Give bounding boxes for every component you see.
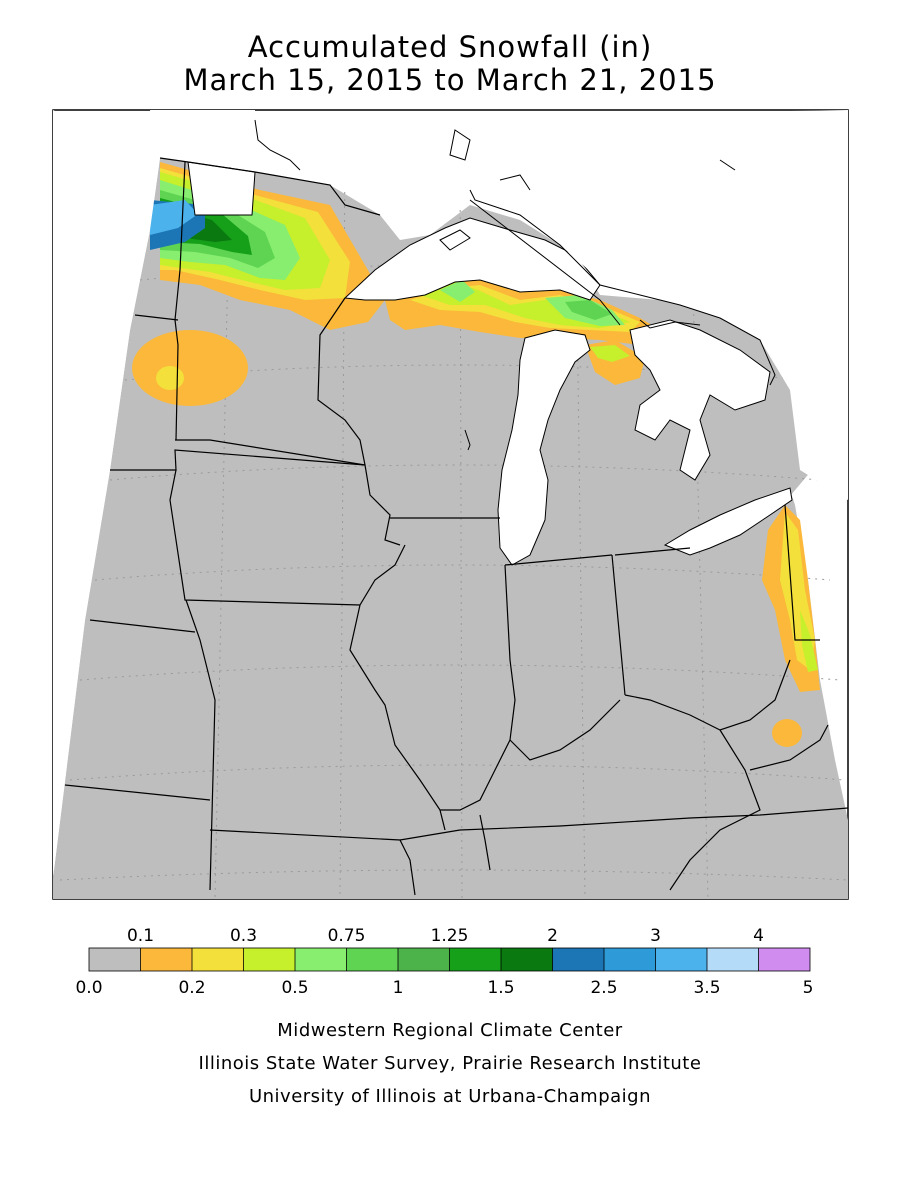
legend-swatch-12 (707, 948, 759, 971)
map-title: Accumulated Snowfall (in) (247, 30, 653, 64)
legend-top-label: 0.3 (230, 926, 257, 946)
state-borders (64, 157, 848, 896)
legend-swatch-3 (243, 948, 295, 971)
lake-michigan (497, 329, 591, 566)
legend-bottom-label: 2.5 (590, 978, 617, 998)
legend-swatch-7 (449, 948, 501, 971)
legend-swatch-8 (501, 948, 553, 971)
snow-green-up (565, 300, 612, 320)
lake-huron (629, 319, 771, 481)
snow-lime-lower-mi (590, 345, 630, 362)
snow-yellow-nd (156, 366, 184, 390)
canada-north (255, 110, 848, 500)
legend-bottom-label: 5 (803, 978, 814, 998)
legend-bottom-label: 3.5 (693, 978, 720, 998)
legend-bottom-label: 0.2 (178, 978, 205, 998)
legend-swatch-6 (398, 948, 450, 971)
legend: 0.1 0.3 0.75 1.25 2 3 4 0.0 0.2 0.5 1 1.… (75, 926, 813, 998)
legend-swatch-11 (655, 948, 707, 971)
legend-top-label: 2 (547, 926, 558, 946)
map-subtitle: March 15, 2015 to March 21, 2015 (183, 63, 717, 97)
legend-top-label: 0.1 (127, 926, 154, 946)
lake-erie (663, 487, 793, 556)
legend-top-label: 1.25 (431, 926, 469, 946)
legend-bottom-label: 0.0 (75, 978, 102, 998)
legend-bottom-label: 1.5 (487, 978, 514, 998)
credit-line: Illinois State Water Survey, Prairie Res… (198, 1053, 702, 1074)
legend-swatch-0 (89, 948, 141, 971)
legend-bottom-label: 1 (393, 978, 404, 998)
legend-top-label: 0.75 (328, 926, 366, 946)
lake-superior (343, 217, 601, 301)
snow-lightgreen-up-west (440, 280, 475, 302)
legend-top-label: 3 (650, 926, 661, 946)
legend-swatch-13 (758, 948, 810, 971)
legend-swatch-2 (192, 948, 244, 971)
snow-lightblue-mn (150, 200, 198, 235)
lake-winnipeg-gap (53, 110, 255, 170)
snow-lime-pa (800, 610, 818, 672)
legend-swatch-9 (552, 948, 604, 971)
legend-swatch-10 (604, 948, 656, 971)
credit-line: Midwestern Regional Climate Center (277, 1020, 623, 1041)
legend-swatch-1 (140, 948, 192, 971)
legend-bottom-label: 0.5 (281, 978, 308, 998)
snow-orange-nd (132, 330, 248, 406)
legend-swatch-5 (346, 948, 398, 971)
coastlines (254, 119, 776, 451)
snow-orange-wv (772, 719, 802, 747)
credit-line: University of Illinois at Urbana-Champai… (248, 1086, 652, 1107)
western-void (53, 110, 160, 878)
legend-top-label: 4 (753, 926, 764, 946)
legend-swatch-4 (295, 948, 347, 971)
